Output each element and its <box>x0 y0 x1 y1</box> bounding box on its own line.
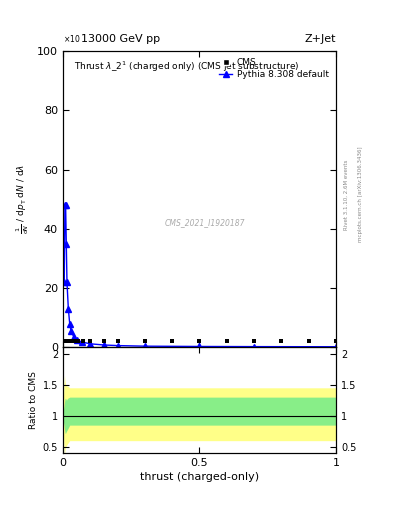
Text: CMS_2021_I1920187: CMS_2021_I1920187 <box>165 219 245 227</box>
X-axis label: thrust (charged-only): thrust (charged-only) <box>140 472 259 482</box>
Text: 13000 GeV pp: 13000 GeV pp <box>81 33 160 44</box>
Text: Rivet 3.1.10, 2.6M events: Rivet 3.1.10, 2.6M events <box>344 159 349 230</box>
Text: $\times 10$: $\times 10$ <box>63 33 81 44</box>
Y-axis label: Ratio to CMS: Ratio to CMS <box>29 371 39 429</box>
Text: Z+Jet: Z+Jet <box>305 33 336 44</box>
Text: mcplots.cern.ch [arXiv:1306.3436]: mcplots.cern.ch [arXiv:1306.3436] <box>358 147 363 242</box>
Legend: CMS, Pythia 8.308 default: CMS, Pythia 8.308 default <box>216 56 332 82</box>
Text: Thrust $\lambda$_2$^1$ (charged only) (CMS jet substructure): Thrust $\lambda$_2$^1$ (charged only) (C… <box>74 60 299 74</box>
Y-axis label: $\frac{1}{\mathrm{d}N}$ / $\mathrm{d}p_\mathrm{T}$ $\mathrm{d}N$ / $\mathrm{d}\l: $\frac{1}{\mathrm{d}N}$ / $\mathrm{d}p_\… <box>15 164 31 234</box>
